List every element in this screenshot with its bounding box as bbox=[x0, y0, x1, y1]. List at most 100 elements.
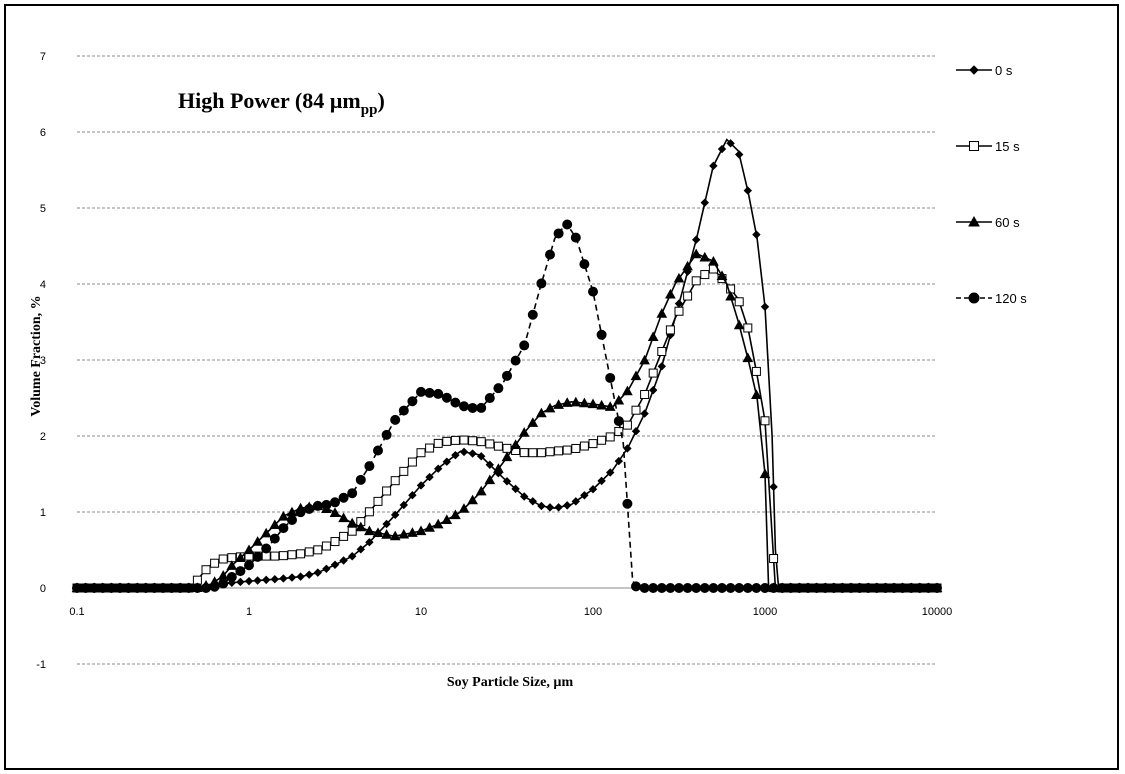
data-point bbox=[752, 230, 761, 239]
data-point bbox=[441, 514, 453, 524]
series-line bbox=[77, 252, 937, 589]
data-point bbox=[287, 550, 297, 560]
data-point bbox=[682, 260, 693, 271]
data-point bbox=[313, 545, 323, 555]
data-point bbox=[588, 484, 598, 494]
data-point bbox=[252, 536, 263, 546]
data-point bbox=[425, 443, 435, 453]
data-point bbox=[871, 583, 882, 593]
series-line bbox=[77, 138, 937, 589]
data-point bbox=[493, 383, 504, 394]
legend-item: 15 s bbox=[956, 139, 1020, 154]
data-point bbox=[467, 402, 478, 413]
data-point bbox=[545, 447, 555, 457]
data-point bbox=[364, 507, 374, 517]
data-point bbox=[579, 397, 590, 408]
data-point bbox=[347, 552, 357, 561]
data-point bbox=[321, 499, 332, 510]
data-point bbox=[604, 401, 616, 411]
data-point bbox=[597, 435, 607, 445]
data-point bbox=[243, 544, 255, 555]
data-point bbox=[709, 161, 718, 171]
data-point bbox=[399, 500, 409, 510]
data-point bbox=[605, 432, 615, 442]
series-120-s bbox=[72, 219, 942, 593]
data-point bbox=[425, 472, 434, 482]
data-point bbox=[313, 568, 323, 577]
data-point bbox=[674, 583, 684, 593]
data-point bbox=[699, 583, 710, 593]
data-point bbox=[657, 347, 667, 357]
data-point bbox=[373, 496, 383, 506]
data-point bbox=[631, 581, 641, 592]
data-point bbox=[717, 144, 727, 154]
data-point bbox=[691, 235, 701, 244]
legend-item: 0 s bbox=[956, 63, 1013, 78]
data-point bbox=[476, 452, 486, 461]
data-point bbox=[511, 484, 520, 494]
data-point bbox=[897, 583, 908, 593]
series-group bbox=[71, 138, 943, 593]
x-tick-label: 0.1 bbox=[69, 606, 84, 618]
data-point bbox=[209, 581, 220, 592]
data-point bbox=[260, 527, 272, 538]
y-tick-label: 1 bbox=[40, 507, 46, 519]
data-point bbox=[408, 491, 417, 500]
data-point bbox=[510, 355, 521, 366]
data-point bbox=[339, 531, 349, 541]
data-point bbox=[570, 396, 582, 407]
data-point bbox=[640, 390, 650, 400]
data-point bbox=[183, 583, 194, 593]
data-point bbox=[742, 352, 754, 363]
data-point bbox=[373, 445, 383, 456]
y-tick-label: 6 bbox=[40, 127, 46, 139]
data-point bbox=[476, 402, 487, 413]
data-point bbox=[218, 578, 229, 589]
data-point bbox=[613, 416, 624, 427]
data-point bbox=[682, 583, 693, 593]
data-point bbox=[631, 427, 641, 436]
data-point bbox=[338, 512, 349, 523]
data-point bbox=[484, 393, 495, 404]
data-point bbox=[407, 457, 417, 467]
data-point bbox=[906, 583, 917, 593]
data-point bbox=[339, 556, 348, 565]
data-point bbox=[811, 583, 822, 593]
data-point bbox=[699, 251, 711, 262]
data-point bbox=[665, 325, 675, 335]
data-point bbox=[969, 65, 979, 75]
data-point bbox=[132, 583, 143, 593]
data-point bbox=[287, 573, 297, 582]
data-point bbox=[674, 306, 684, 316]
series-0-s bbox=[72, 138, 942, 593]
data-point bbox=[700, 198, 710, 207]
data-point bbox=[665, 583, 676, 593]
data-point bbox=[287, 515, 297, 526]
data-point bbox=[639, 354, 650, 365]
data-point bbox=[365, 538, 374, 547]
data-point bbox=[106, 583, 117, 593]
data-point bbox=[338, 492, 349, 503]
data-point bbox=[278, 510, 289, 521]
x-tick-label: 10000 bbox=[922, 606, 953, 618]
data-point bbox=[596, 399, 607, 410]
data-point bbox=[80, 583, 91, 593]
data-point bbox=[510, 439, 521, 449]
data-point bbox=[330, 537, 340, 547]
data-point bbox=[968, 215, 980, 227]
data-point bbox=[846, 583, 856, 593]
data-point bbox=[751, 583, 762, 593]
data-point bbox=[407, 527, 418, 537]
data-point bbox=[742, 583, 753, 593]
data-point bbox=[459, 401, 469, 412]
data-point bbox=[416, 386, 426, 397]
data-point bbox=[355, 521, 367, 532]
data-point bbox=[708, 255, 719, 266]
data-point bbox=[235, 552, 246, 562]
chart-title-close: ) bbox=[377, 88, 384, 113]
data-point bbox=[166, 583, 177, 593]
data-point bbox=[614, 456, 624, 466]
data-point bbox=[269, 519, 281, 530]
data-point bbox=[690, 248, 702, 259]
data-point bbox=[296, 549, 306, 559]
